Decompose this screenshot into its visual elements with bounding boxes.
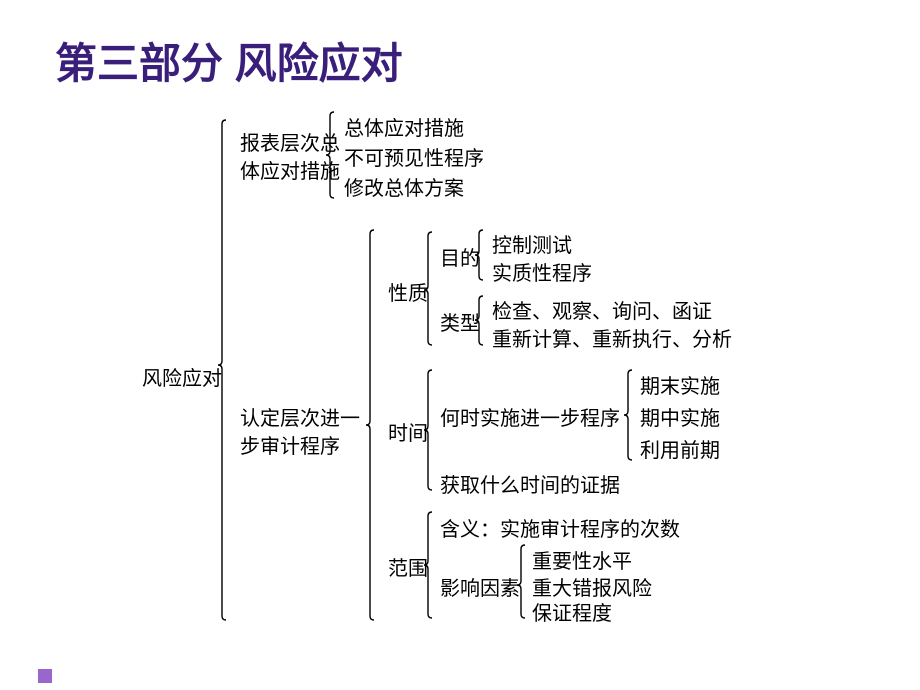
node-b1-item-1: 不可预见性程序 (344, 145, 484, 173)
node-b2c2-item-2: 保证程度 (532, 600, 612, 628)
node-b2a2-item-1: 重新计算、重新执行、分析 (492, 326, 732, 354)
node-b2b1: 何时实施进一步程序 (440, 405, 620, 433)
node-b2b1-item-0: 期末实施 (640, 373, 720, 401)
node-b2c: 范围 (388, 555, 428, 583)
node-b2b: 时间 (388, 420, 428, 448)
node-b2b1-item-2: 利用前期 (640, 437, 720, 465)
node-b2a2-item-0: 检查、观察、询问、函证 (492, 298, 712, 326)
node-b1-item-2: 修改总体方案 (344, 175, 464, 203)
root-node: 风险应对 (142, 365, 222, 393)
node-b2a: 性质 (388, 280, 428, 308)
brace-b2 (366, 230, 374, 620)
node-b2b2: 获取什么时间的证据 (440, 472, 620, 500)
node-b2a1: 目的 (440, 245, 480, 273)
node-b2a1-item-0: 控制测试 (492, 232, 572, 260)
node-b2c2-item-1: 重大错报风险 (532, 575, 652, 603)
brace-b2b1 (624, 370, 632, 460)
node-b2a2: 类型 (440, 310, 480, 338)
slide-title: 第三部分 风险应对 (55, 30, 403, 91)
node-b2: 认定层次进一步审计程序 (240, 405, 360, 461)
node-b2a1-item-1: 实质性程序 (492, 260, 592, 288)
node-b2c1: 含义：实施审计程序的次数 (440, 516, 680, 544)
bullet-square (38, 669, 52, 683)
node-b2c2-item-0: 重要性水平 (532, 548, 632, 576)
node-b2c2: 影响因素 (440, 575, 520, 603)
node-b1: 报表层次总体应对措施 (240, 130, 340, 186)
node-b2b1-item-1: 期中实施 (640, 405, 720, 433)
node-b1-item-0: 总体应对措施 (344, 115, 464, 143)
